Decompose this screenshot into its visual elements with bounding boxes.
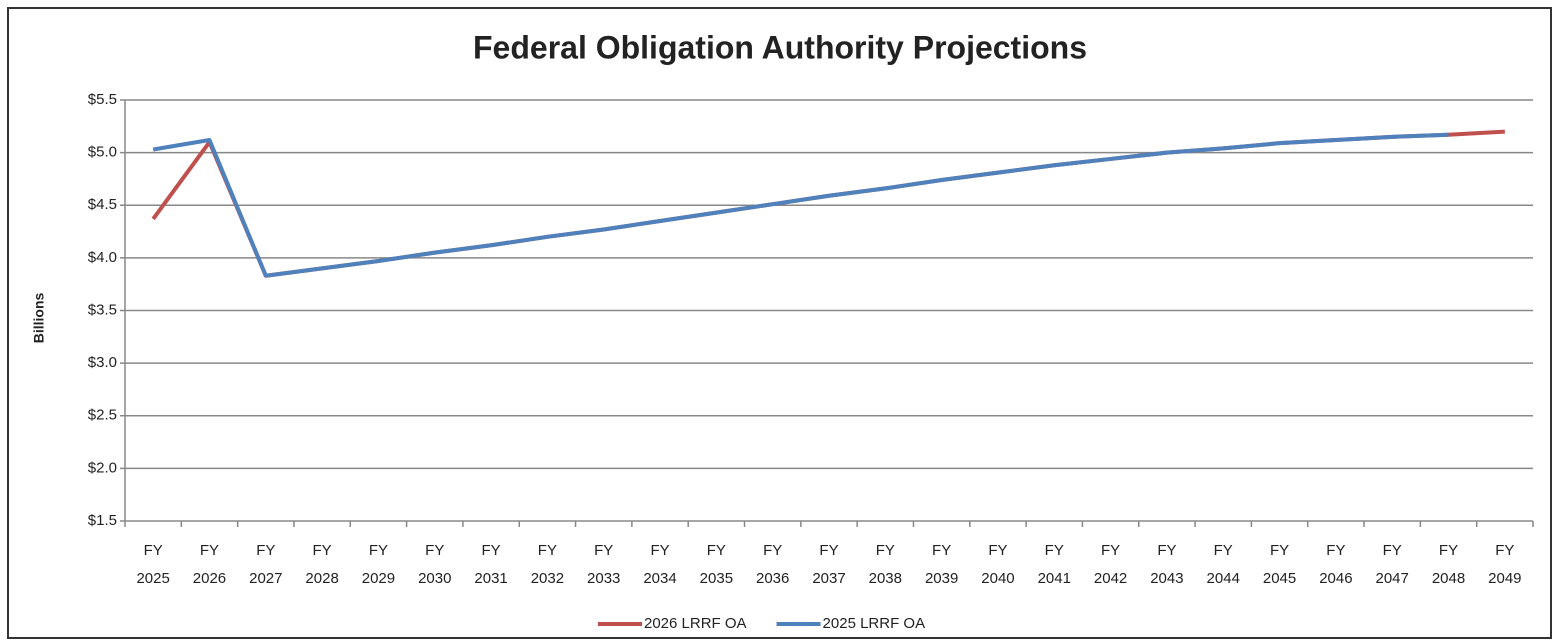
chart-frame xyxy=(7,7,1552,639)
x-tick-label: FY 2034 xyxy=(643,542,677,587)
chart-title: Federal Obligation Authority Projections xyxy=(473,29,1087,65)
x-tick-label: FY 2039 xyxy=(924,542,959,587)
x-tick-label: FY 2048 xyxy=(1431,542,1466,587)
y-tick-label: $5.0 xyxy=(88,144,117,161)
x-tick-label: FY 2025 xyxy=(136,542,170,587)
legend-label: 2025 LRRF OA xyxy=(823,615,926,632)
legend-label: 2026 LRRF OA xyxy=(644,615,747,632)
y-tick-label: $5.5 xyxy=(88,91,117,108)
y-tick-label: $2.5 xyxy=(88,407,117,424)
x-tick-label: FY 2045 xyxy=(1262,542,1297,587)
x-tick-label: FY 2035 xyxy=(699,542,734,587)
y-tick-label: $1.5 xyxy=(88,512,117,529)
x-tick-label: FY 2036 xyxy=(755,542,790,587)
x-tick-label: FY 2046 xyxy=(1319,542,1353,587)
x-tick-label: FY 2033 xyxy=(587,542,621,587)
x-tick-label: FY 2044 xyxy=(1206,542,1240,587)
x-tick-label: FY 2032 xyxy=(530,542,565,587)
x-tick-label: FY 2041 xyxy=(1037,542,1071,587)
x-tick-label: FY 2038 xyxy=(868,542,902,587)
x-tick-label: FY 2042 xyxy=(1093,542,1128,587)
y-tick-label: $4.5 xyxy=(88,196,117,213)
y-axis-label: Billions xyxy=(31,293,47,344)
series-line xyxy=(152,132,1449,278)
x-tick-label: FY 2027 xyxy=(249,542,283,587)
x-tick-label: FY 2028 xyxy=(305,542,339,587)
x-tick-label: FY 2043 xyxy=(1150,542,1184,587)
y-tick-label: $3.5 xyxy=(88,301,117,318)
y-tick-label: $2.0 xyxy=(88,459,117,476)
y-tick-label: $3.0 xyxy=(88,354,117,371)
x-tick-label: FY 2037 xyxy=(812,542,846,587)
x-tick-label: FY 2031 xyxy=(474,542,508,587)
x-tick-label: FY 2047 xyxy=(1375,542,1409,587)
x-tick-label: FY 2029 xyxy=(361,542,396,587)
x-tick-label: FY 2030 xyxy=(418,542,452,587)
x-tick-label: FY 2049 xyxy=(1488,542,1522,587)
x-tick-label: FY 2026 xyxy=(192,542,227,587)
y-tick-label: $4.0 xyxy=(88,249,117,266)
x-tick-label: FY 2040 xyxy=(981,542,1015,587)
